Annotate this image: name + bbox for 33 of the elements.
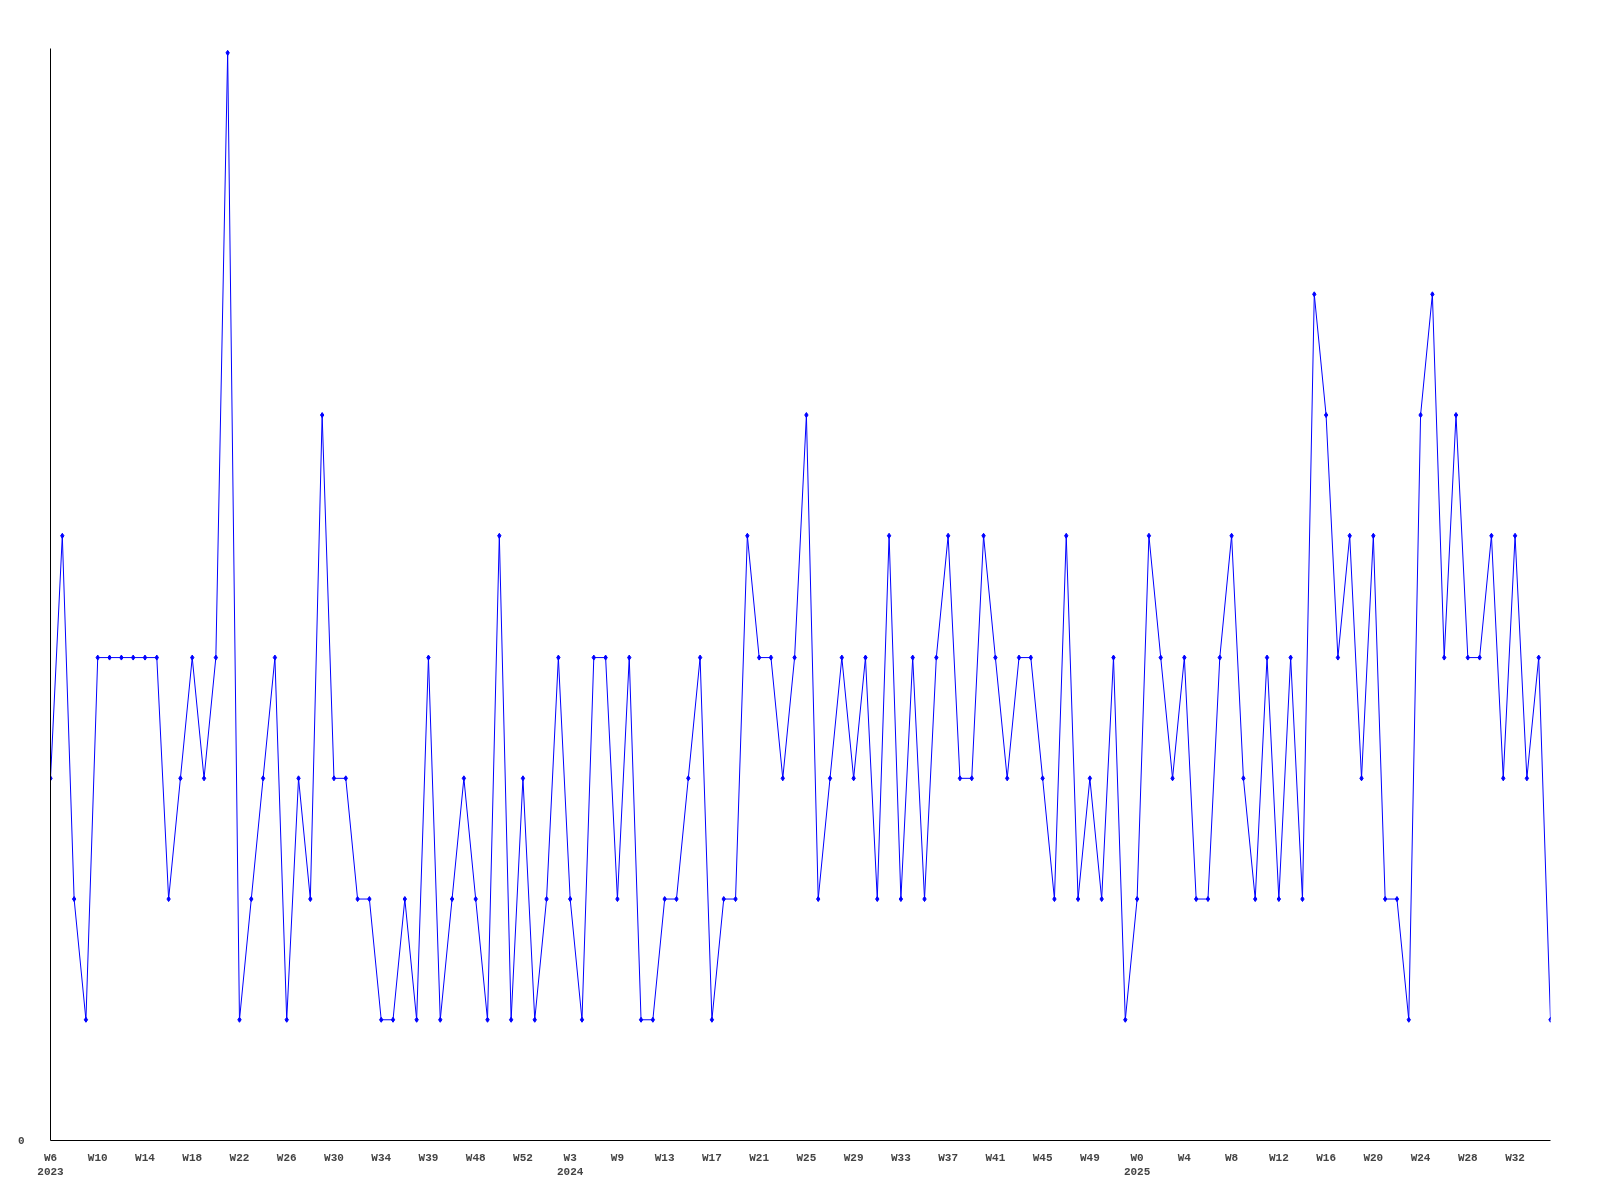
x-tick-label: W25 <box>796 1151 817 1164</box>
x-tick-label: W32 <box>1505 1151 1525 1164</box>
x-tick-label: W30 <box>324 1151 344 1164</box>
x-tick-label: W28 <box>1457 1151 1479 1164</box>
text: 0 <box>17 1135 25 1147</box>
x-tick-label: W6 2023 <box>37 1151 65 1178</box>
x-tick-label: W33 <box>890 1151 912 1164</box>
x-tick-label: W18 <box>182 1151 203 1164</box>
x-tick-label: W17 <box>702 1151 722 1164</box>
x-tick-label: W16 <box>1316 1151 1336 1164</box>
x-tick-label: W20 <box>1363 1151 1384 1164</box>
x-tick-label: W24 <box>1410 1151 1431 1164</box>
x-tick-label: W8 <box>1225 1151 1239 1164</box>
x-tick-label: W4 <box>1177 1151 1192 1164</box>
x-tick-label: W48 <box>465 1151 486 1164</box>
x-tick-label: W37 <box>938 1151 959 1164</box>
x-tick-label: W52 <box>513 1151 533 1164</box>
x-tick-label: W39 <box>418 1151 439 1164</box>
x-tick-label: W41 <box>985 1151 1006 1164</box>
x-tick-label: W14 <box>135 1151 156 1164</box>
x-tick-label: W10 <box>87 1151 108 1164</box>
x-tick-label: W21 <box>749 1151 770 1164</box>
x-tick-label: W34 <box>371 1151 392 1164</box>
x-tick-label: W0 2025 <box>1123 1151 1151 1178</box>
x-tick-label: W22 <box>229 1151 250 1164</box>
x-tick-label: W26 <box>276 1151 297 1164</box>
x-tick-label: W29 <box>843 1151 864 1164</box>
x-tick-label: W12 <box>1268 1151 1289 1164</box>
x-tick-label: W13 <box>654 1151 675 1164</box>
x-tick-label: W3 2024 <box>556 1151 584 1178</box>
x-tick-label: W49 <box>1079 1151 1100 1164</box>
x-tick-label: W9 <box>610 1151 625 1164</box>
x-tick-label: W45 <box>1032 1151 1053 1164</box>
